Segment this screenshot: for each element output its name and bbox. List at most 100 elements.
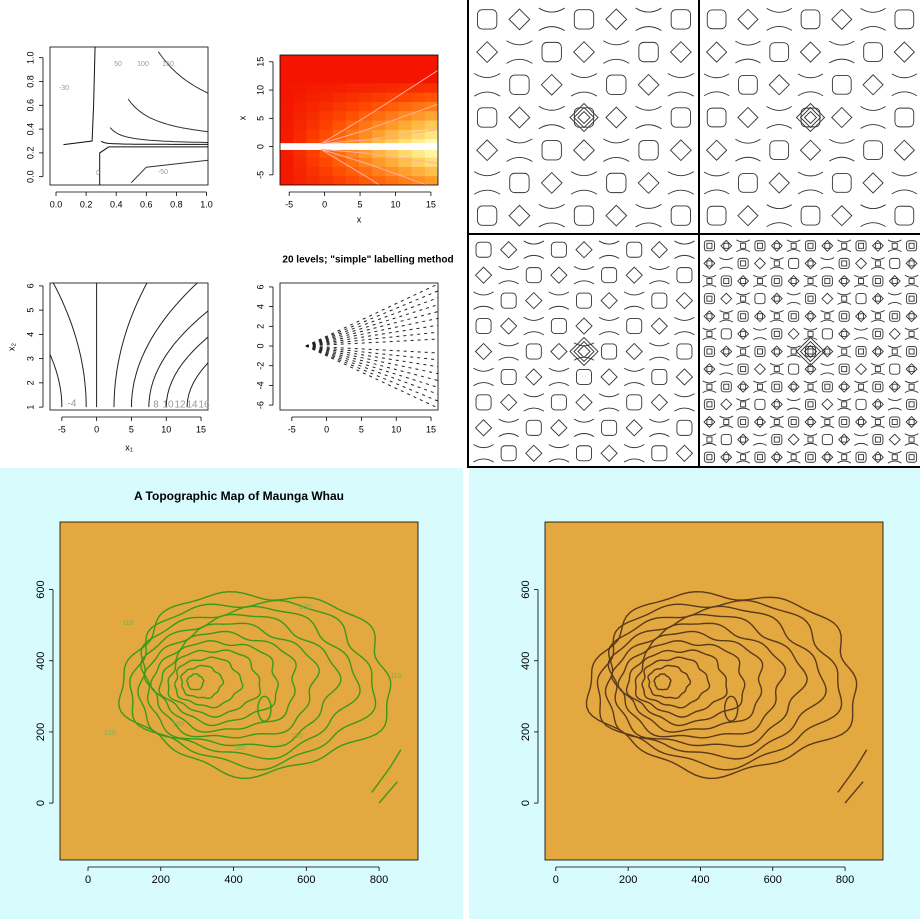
contour-line	[603, 40, 630, 64]
contour-line	[908, 348, 915, 355]
y-tick-label: -4	[255, 381, 265, 389]
contour-line	[585, 590, 858, 780]
axes: 0 200 400 600 800 0 200 400 600	[520, 580, 854, 885]
contour-line	[174, 656, 244, 709]
contour-line	[703, 310, 716, 323]
contour-line	[855, 363, 868, 376]
contour-line	[786, 398, 801, 411]
contour-label: 110	[390, 673, 401, 680]
contour-line	[320, 69, 438, 145]
contour-line	[874, 260, 881, 267]
heat-cell	[411, 166, 426, 177]
contour-line	[740, 313, 747, 320]
contour-line	[756, 313, 763, 320]
contour-line	[570, 171, 598, 195]
contour-line	[841, 278, 848, 285]
contour-line	[824, 454, 831, 461]
contour-line	[703, 398, 715, 410]
contour-line	[773, 242, 780, 249]
contour-line	[257, 695, 272, 722]
contour-line	[820, 309, 835, 323]
heat-cell	[398, 147, 413, 158]
x-tick-label: 10	[390, 199, 400, 209]
y-tick-label: 600	[520, 580, 532, 598]
contour-line	[862, 172, 884, 194]
y-tick-label: 0.6	[25, 99, 35, 112]
contour-line	[127, 98, 208, 133]
contour-line	[773, 366, 780, 373]
contour-line	[474, 342, 493, 361]
contour-line	[804, 451, 817, 463]
heat-cell	[319, 101, 334, 112]
contour-label: 14	[186, 400, 198, 411]
contour-line	[378, 781, 398, 804]
contour-label: 150	[162, 61, 174, 68]
heat-cell	[372, 147, 386, 158]
contour-line	[874, 454, 881, 461]
contour-pattern	[473, 240, 695, 463]
contour-line	[723, 242, 730, 249]
y-tick-label: 0	[255, 343, 265, 348]
axes: 0.0 0.2 0.4 0.6 0.8 1.0 0.0 0.2 0.4 0.6 0.8 1.0	[25, 51, 212, 209]
x-tick-label: 0.8	[170, 199, 183, 209]
heat-cell	[280, 110, 294, 121]
contour-line	[905, 415, 918, 428]
plot-area	[280, 55, 438, 185]
contour-line	[831, 204, 853, 227]
contour-line	[649, 342, 670, 361]
contour-line	[803, 274, 818, 288]
contour-line	[651, 368, 668, 385]
contour-line	[137, 605, 361, 760]
heat-cell	[280, 55, 294, 65]
contour-line	[569, 336, 599, 367]
contour-line	[790, 242, 797, 249]
contour-line	[872, 434, 884, 446]
contour-line	[601, 419, 618, 436]
contour-line	[807, 330, 814, 337]
heat-cell	[372, 110, 386, 121]
contour-line	[737, 380, 750, 393]
heat-cell	[359, 101, 373, 112]
contour-line	[305, 283, 438, 347]
contour-line	[740, 436, 747, 443]
y-tick-label: 5	[25, 308, 35, 313]
y-tick-label: 2	[255, 324, 265, 329]
contour-line	[874, 418, 881, 425]
contour-label: 0	[96, 170, 100, 177]
contour-line	[305, 297, 438, 347]
contour-line	[786, 450, 801, 464]
contour-line	[855, 257, 868, 270]
contour-line	[754, 451, 766, 463]
heat-cell	[385, 82, 399, 93]
contour-line	[887, 450, 902, 464]
heat-cell	[332, 55, 347, 65]
heat-cell	[424, 64, 438, 75]
contour-line	[863, 42, 883, 62]
heat-cell	[306, 120, 320, 130]
contour-line	[720, 345, 733, 358]
contour-line	[756, 454, 763, 461]
contour-line	[703, 451, 715, 463]
heat-cell	[306, 166, 320, 177]
contour-line	[831, 106, 853, 129]
heat-cell	[372, 175, 386, 185]
contour-line	[706, 348, 713, 355]
contour-line	[129, 599, 377, 771]
contour-line	[908, 295, 915, 302]
contour-line	[820, 257, 835, 270]
contour-line	[773, 454, 780, 461]
contour-line	[854, 380, 869, 394]
contour-line	[550, 266, 568, 284]
contour-panel	[701, 3, 920, 232]
contour-line	[821, 328, 833, 340]
contour-line	[838, 257, 850, 269]
contour-line	[844, 781, 864, 804]
contour-label: 10	[162, 400, 174, 411]
contour-line	[841, 260, 848, 267]
heat-cell	[411, 82, 426, 93]
y-tick-label: 4	[255, 304, 265, 309]
contour-line	[719, 362, 734, 376]
contour-line	[799, 106, 822, 129]
contour-line	[894, 205, 915, 226]
heat-cell	[424, 129, 438, 140]
